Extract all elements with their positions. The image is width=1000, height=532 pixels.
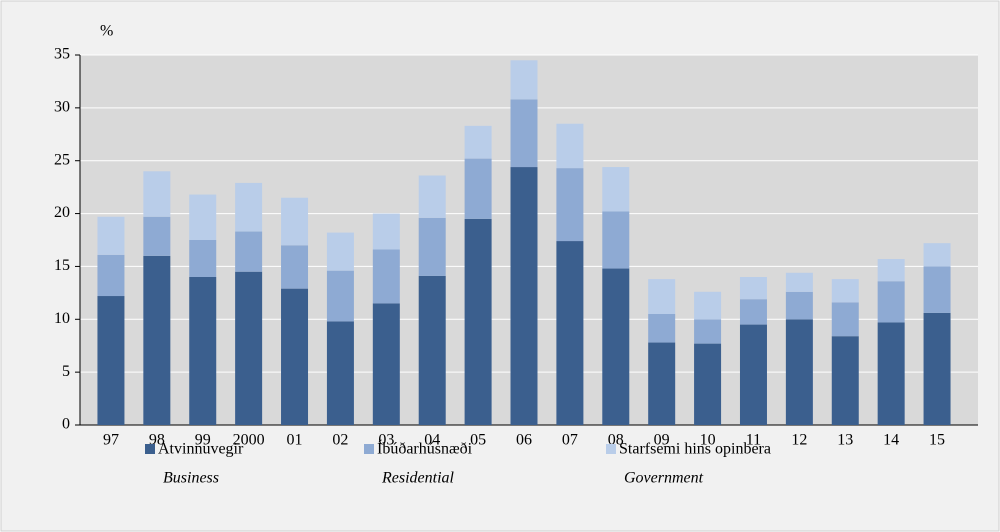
bar-segment [510, 99, 538, 168]
legend-label-en: Business [163, 470, 219, 487]
y-unit: % [100, 23, 113, 40]
bar-segment [281, 245, 309, 289]
legend-swatch [364, 444, 374, 454]
bar-segment [602, 167, 630, 212]
x-tick-label: 2000 [233, 432, 265, 449]
bar-segment [831, 279, 859, 303]
bar-segment [372, 213, 400, 250]
bar-segment [189, 240, 217, 277]
bar-segment [418, 275, 446, 425]
bar-segment [418, 217, 446, 276]
bar-segment [739, 324, 767, 425]
y-tick-label: 0 [62, 416, 70, 433]
bar-segment [923, 312, 951, 425]
y-tick-label: 25 [54, 151, 70, 168]
bar-segment [556, 241, 584, 425]
bar-segment [877, 322, 905, 425]
x-tick-label: 01 [287, 432, 303, 449]
x-tick-label: 97 [103, 432, 119, 449]
bar-segment [510, 60, 538, 100]
legend-label: Íbúðarhúsnæði [377, 439, 473, 458]
bar-segment [785, 272, 813, 292]
y-tick-label: 5 [62, 363, 70, 380]
x-tick-label: 03 [378, 432, 394, 449]
x-tick-label: 07 [562, 432, 578, 449]
y-tick-label: 10 [54, 310, 70, 327]
bar-segment [648, 314, 676, 343]
bar-segment [464, 158, 492, 219]
bar-segment [923, 243, 951, 267]
bar-segment [418, 175, 446, 218]
bar-segment [326, 270, 354, 322]
bar-segment [143, 216, 171, 256]
legend-label-en: Government [624, 470, 704, 487]
x-tick-label: 13 [837, 432, 853, 449]
bar-segment [464, 125, 492, 159]
x-tick-label: 05 [470, 432, 486, 449]
bar-segment [602, 211, 630, 269]
bar-segment [694, 343, 722, 425]
bar-segment [510, 167, 538, 426]
bar-segment [648, 342, 676, 425]
x-tick-label: 15 [929, 432, 945, 449]
legend-label: Starfsemi hins opinbera [619, 441, 771, 458]
bar-segment [694, 291, 722, 320]
x-tick-label: 04 [424, 432, 440, 449]
bar-segment [235, 182, 263, 232]
bar-segment [831, 336, 859, 425]
bar-segment [97, 296, 125, 425]
bar-segment [281, 197, 309, 246]
bar-segment [694, 319, 722, 344]
bar-segment [97, 254, 125, 297]
bar-segment [877, 259, 905, 282]
x-tick-label: 14 [883, 432, 899, 449]
y-tick-label: 20 [54, 204, 70, 221]
bar-segment [923, 266, 951, 313]
bar-segment [739, 277, 767, 300]
y-tick-label: 30 [54, 99, 70, 116]
legend-swatch [145, 444, 155, 454]
bar-segment [189, 194, 217, 240]
x-tick-label: 12 [791, 432, 807, 449]
bar-segment [602, 268, 630, 425]
bar-segment [143, 255, 171, 425]
y-tick-label: 15 [54, 257, 70, 274]
bar-segment [831, 302, 859, 337]
x-tick-label: 11 [746, 432, 761, 449]
bar-segment [372, 249, 400, 304]
bar-segment [877, 281, 905, 323]
bar-segment [326, 232, 354, 271]
bar-segment [739, 299, 767, 325]
bar-segment [648, 279, 676, 314]
x-tick-label: 99 [195, 432, 211, 449]
bar-segment [556, 123, 584, 169]
bar-segment [281, 288, 309, 425]
legend-label-en: Residential [381, 470, 455, 487]
bar-segment [785, 291, 813, 320]
bar-segment [785, 319, 813, 425]
bar-segment [372, 303, 400, 425]
y-tick-label: 35 [54, 46, 70, 63]
bar-segment [235, 231, 263, 272]
bar-segment [189, 277, 217, 425]
x-tick-label: 06 [516, 432, 532, 449]
bar-segment [464, 218, 492, 425]
bar-segment [235, 271, 263, 425]
x-tick-label: 10 [700, 432, 716, 449]
bar-segment [143, 171, 171, 217]
x-tick-label: 02 [332, 432, 348, 449]
bar-segment [556, 168, 584, 242]
x-tick-label: 09 [654, 432, 670, 449]
legend-swatch [606, 444, 616, 454]
bar-segment [326, 321, 354, 425]
bar-segment [97, 216, 125, 255]
legend-label: Atvinnuvegir [158, 441, 244, 458]
